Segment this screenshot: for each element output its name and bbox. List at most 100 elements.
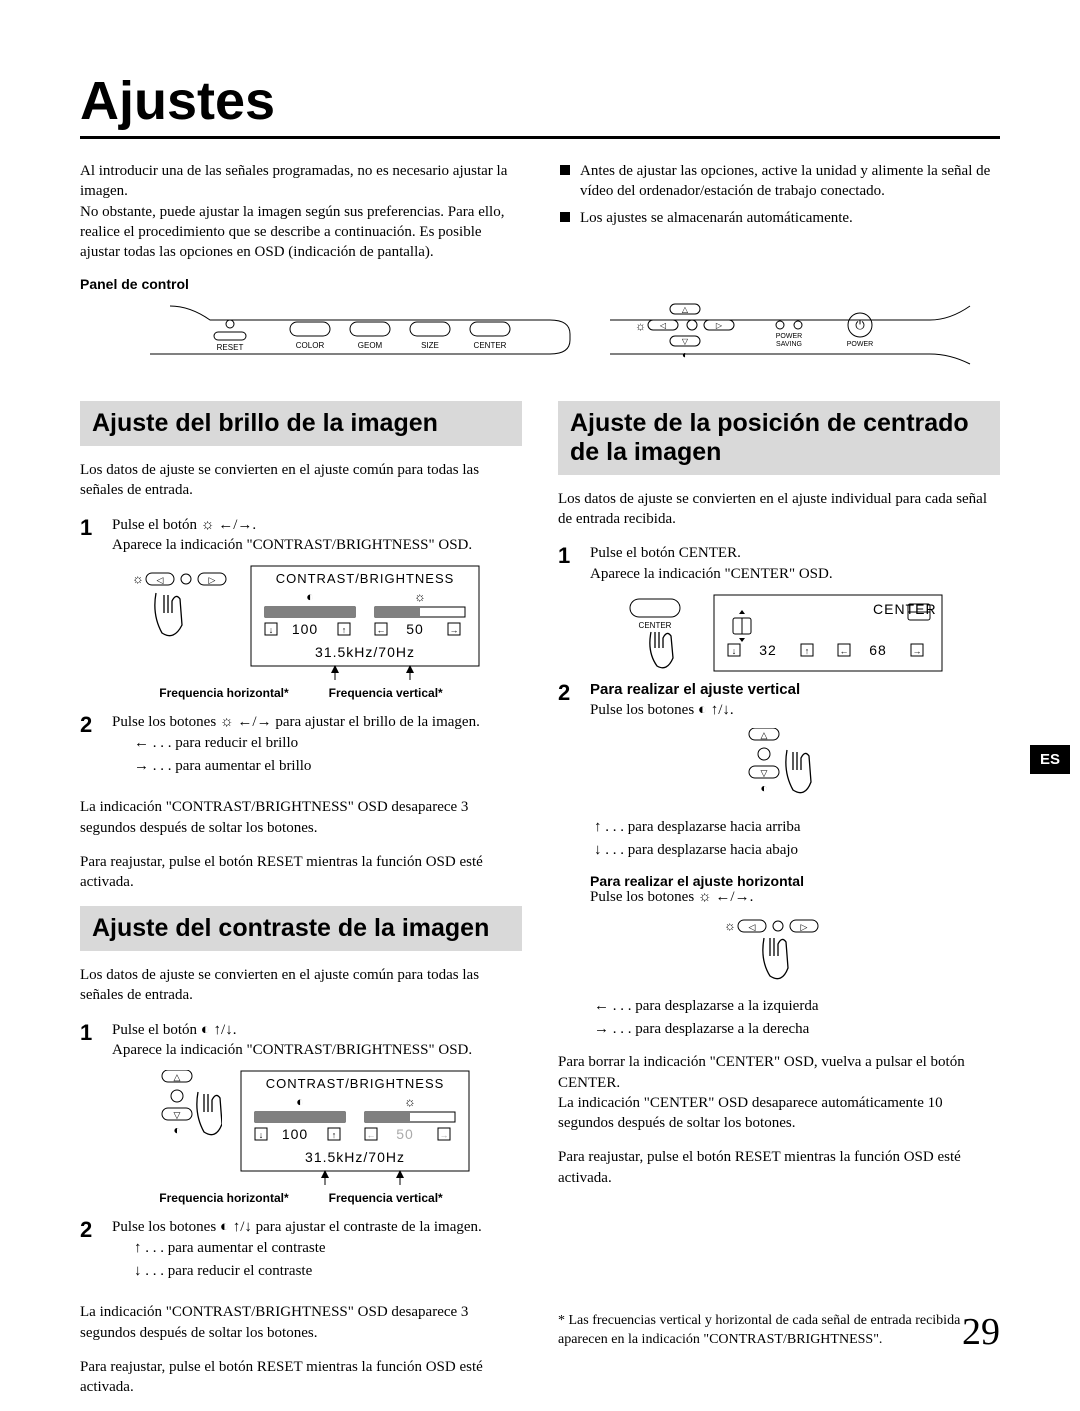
svg-text:△: △ bbox=[761, 730, 768, 740]
svg-text:▽: ▽ bbox=[174, 1110, 181, 1120]
svg-text:COLOR: COLOR bbox=[296, 341, 325, 350]
brightness-caption-h: Frequencia horizontal* bbox=[159, 686, 288, 700]
svg-text:→: → bbox=[913, 646, 922, 656]
contrast-after2: Para reajustar, pulse el botón RESET mie… bbox=[80, 1357, 522, 1398]
brightness-step1a: Pulse el botón ☼ ←/→. bbox=[112, 515, 522, 535]
svg-text:SAVING: SAVING bbox=[776, 341, 802, 348]
svg-text:100: 100 bbox=[282, 1126, 308, 1142]
brightness-heading: Ajuste del brillo de la imagen bbox=[80, 401, 522, 446]
svg-text:◐: ◐ bbox=[682, 350, 688, 361]
svg-text:↑: ↑ bbox=[342, 625, 347, 635]
svg-text:▽: ▽ bbox=[761, 768, 768, 778]
center-horizontal-figure: ☼ ◁ ▷ bbox=[558, 912, 1000, 987]
step-number: 1 bbox=[80, 515, 102, 556]
svg-text:GEOM: GEOM bbox=[358, 341, 383, 350]
svg-text:←: ← bbox=[367, 1130, 376, 1140]
contrast-heading: Ajuste del contraste de la imagen bbox=[80, 906, 522, 951]
contrast-caption-h: Frequencia horizontal* bbox=[159, 1191, 288, 1205]
svg-text:POWER: POWER bbox=[847, 341, 873, 348]
center-step2-line: Pulse los botones ◐ ↑/↓. bbox=[590, 700, 1000, 720]
contrast-step2-l1: ↑ . . . para aumentar el contraste bbox=[134, 1237, 522, 1260]
footnote: * Las frecuencias vertical y horizontal … bbox=[558, 1312, 1000, 1350]
svg-text:32: 32 bbox=[759, 642, 777, 658]
svg-text:50: 50 bbox=[406, 621, 424, 637]
svg-text:▷: ▷ bbox=[209, 575, 216, 585]
panel-label: Panel de control bbox=[80, 276, 1000, 292]
svg-text:△: △ bbox=[174, 1072, 181, 1082]
svg-text:▽: ▽ bbox=[682, 337, 689, 346]
svg-text:→: → bbox=[450, 625, 459, 635]
center-figure: CENTER CENTER ↓ 32 ↑ ← 68 → bbox=[558, 594, 1000, 674]
intro-right: Antes de ajustar las opciones, active la… bbox=[560, 161, 1000, 262]
svg-text:◐: ◐ bbox=[173, 1123, 180, 1137]
svg-text:POWER: POWER bbox=[776, 333, 802, 340]
contrast-after1: La indicación "CONTRAST/BRIGHTNESS" OSD … bbox=[80, 1302, 522, 1343]
intro-left: Al introducir una de las señales program… bbox=[80, 161, 520, 262]
brightness-caption-v: Frequencia vertical* bbox=[329, 686, 443, 700]
brightness-figure: ☼ ◁ ▷ CONTRAST/BRIGHTNESS ◐ ☼ ↓ 100 ↑ ← … bbox=[80, 565, 522, 680]
center-vertical-figure: △ ▽ ◐ bbox=[558, 728, 1000, 808]
svg-text:☼: ☼ bbox=[404, 1094, 416, 1109]
step-number: 2 bbox=[558, 680, 580, 721]
svg-text:↑: ↑ bbox=[332, 1130, 337, 1140]
contrast-intro: Los datos de ajuste se convierten en el … bbox=[80, 965, 522, 1006]
center-intro: Los datos de ajuste se convierten en el … bbox=[558, 489, 1000, 530]
step-number: 2 bbox=[80, 1217, 102, 1294]
svg-text:◁: ◁ bbox=[749, 922, 756, 932]
brightness-after1: La indicación "CONTRAST/BRIGHTNESS" OSD … bbox=[80, 797, 522, 838]
step-number: 1 bbox=[80, 1020, 102, 1061]
svg-text:◐: ◐ bbox=[296, 1094, 304, 1109]
center-step2-head: Para realizar el ajuste vertical bbox=[590, 680, 1000, 700]
left-column: Ajuste del brillo de la imagen Los datos… bbox=[80, 401, 522, 1411]
svg-text:←: ← bbox=[377, 625, 386, 635]
svg-text:→: → bbox=[440, 1130, 449, 1140]
bullet-icon bbox=[560, 212, 570, 222]
center-step2b-l2: → . . . para desplazarse a la derecha bbox=[594, 1018, 1000, 1041]
brightness-step2-l1: ← . . . para reducir el brillo bbox=[134, 732, 522, 755]
svg-text:☼: ☼ bbox=[132, 571, 144, 586]
center-step2b-head: Para realizar el ajuste horizontal bbox=[590, 873, 1000, 889]
center-step2-l2: ↓ . . . para desplazarse hacia abajo bbox=[594, 839, 1000, 862]
svg-text:△: △ bbox=[682, 305, 689, 314]
svg-text:▷: ▷ bbox=[801, 922, 808, 932]
page-title: Ajustes bbox=[80, 70, 1000, 139]
intro-bullet-2: Los ajustes se almacenarán automáticamen… bbox=[580, 208, 853, 228]
contrast-step2-l2: ↓ . . . para reducir el contraste bbox=[134, 1260, 522, 1283]
center-after2: Para reajustar, pulse el botón RESET mie… bbox=[558, 1147, 1000, 1188]
control-panel-diagram: RESET COLOR GEOM SIZE CENTER ☼ ◁ ▷ △ ▽ ◐… bbox=[80, 298, 1000, 373]
brightness-step2: Pulse los botones ☼ ←/→ para ajustar el … bbox=[112, 712, 522, 732]
svg-text:CONTRAST/BRIGHTNESS: CONTRAST/BRIGHTNESS bbox=[276, 571, 455, 586]
center-step2b-l1: ← . . . para desplazarse a la izquierda bbox=[594, 995, 1000, 1018]
svg-text:68: 68 bbox=[869, 642, 887, 658]
brightness-step1b: Aparece la indicación "CONTRAST/BRIGHTNE… bbox=[112, 535, 522, 555]
svg-text:◐: ◐ bbox=[760, 781, 767, 795]
center-heading: Ajuste de la posición de centrado de la … bbox=[558, 401, 1000, 475]
svg-text:▷: ▷ bbox=[716, 321, 723, 330]
center-after1: Para borrar la indicación "CENTER" OSD, … bbox=[558, 1052, 1000, 1133]
svg-text:CENTER: CENTER bbox=[474, 341, 507, 350]
svg-text:31.5kHz/70Hz: 31.5kHz/70Hz bbox=[315, 644, 415, 660]
svg-text:CENTER: CENTER bbox=[639, 621, 672, 630]
center-step1a: Pulse el botón CENTER. bbox=[590, 543, 1000, 563]
svg-text:↓: ↓ bbox=[732, 646, 737, 656]
contrast-step2: Pulse los botones ◐ ↑/↓ para ajustar el … bbox=[112, 1217, 522, 1237]
svg-text:↓: ↓ bbox=[259, 1130, 264, 1140]
svg-text:↓: ↓ bbox=[269, 625, 274, 635]
svg-text:←: ← bbox=[840, 646, 849, 656]
svg-text:☼: ☼ bbox=[414, 589, 426, 604]
svg-text:CONTRAST/BRIGHTNESS: CONTRAST/BRIGHTNESS bbox=[266, 1076, 445, 1091]
contrast-step1b: Aparece la indicación "CONTRAST/BRIGHTNE… bbox=[112, 1040, 522, 1060]
svg-text:◁: ◁ bbox=[660, 321, 667, 330]
svg-text:↑: ↑ bbox=[805, 646, 810, 656]
step-number: 2 bbox=[80, 712, 102, 789]
brightness-step2-l2: → . . . para aumentar el brillo bbox=[134, 755, 522, 778]
page-number: 29 bbox=[962, 1310, 1000, 1354]
language-tab: ES bbox=[1030, 745, 1070, 774]
svg-text:100: 100 bbox=[292, 621, 318, 637]
right-column: Ajuste de la posición de centrado de la … bbox=[558, 401, 1000, 1411]
contrast-figure: △ ▽ ◐ CONTRAST/BRIGHTNESS ◐ ☼ ↓ 100 ↑ ← … bbox=[80, 1070, 522, 1185]
svg-text:☼: ☼ bbox=[724, 918, 736, 933]
center-step1b: Aparece la indicación "CENTER" OSD. bbox=[590, 564, 1000, 584]
svg-text:CENTER: CENTER bbox=[873, 601, 937, 617]
center-step2-l1: ↑ . . . para desplazarse hacia arriba bbox=[594, 816, 1000, 839]
